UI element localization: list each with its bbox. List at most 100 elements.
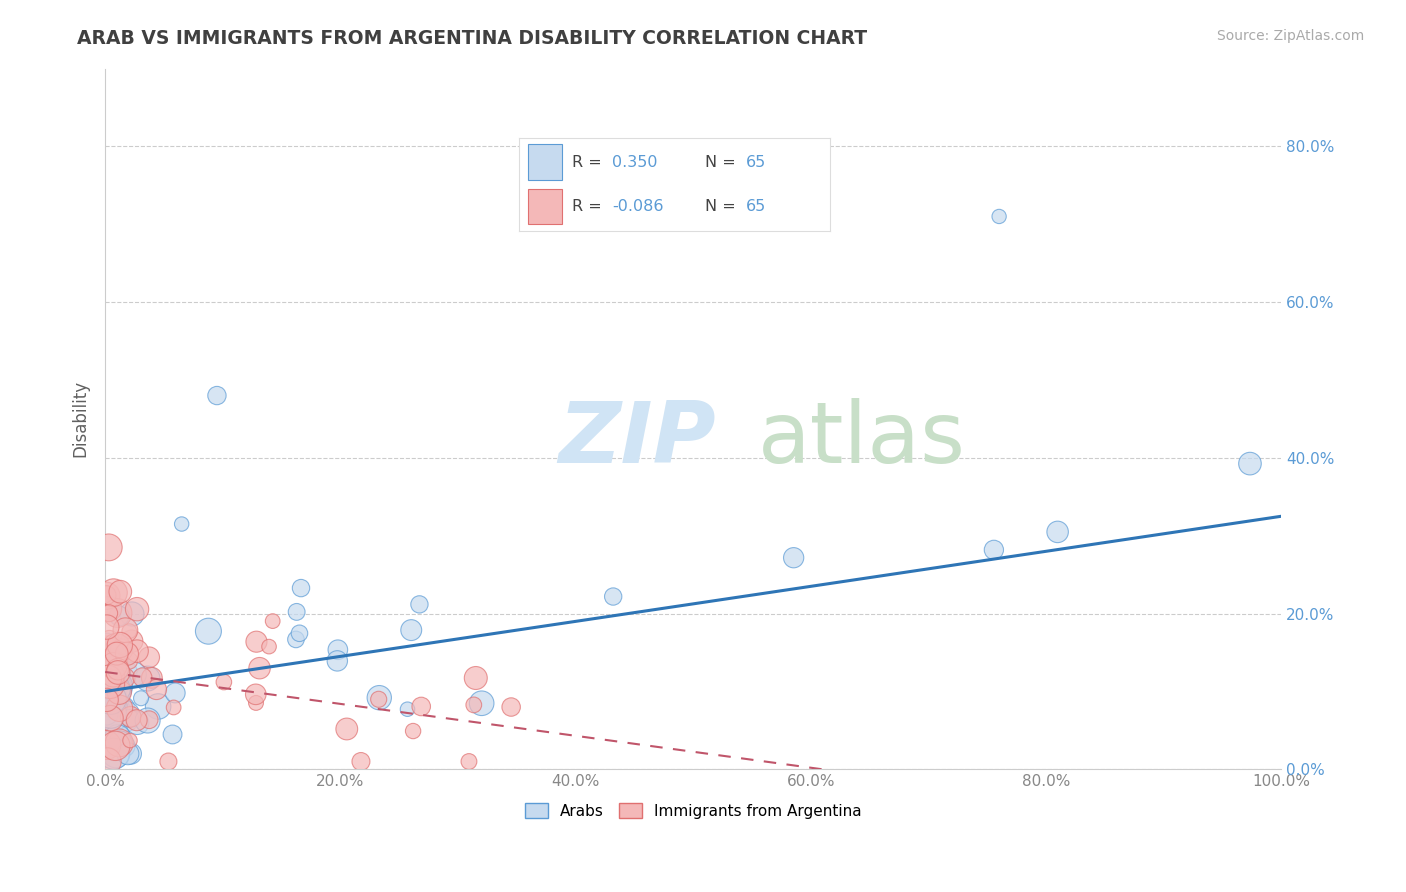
Point <box>118 711 141 725</box>
Point <box>104 747 127 761</box>
Point <box>110 584 132 599</box>
Point <box>103 585 125 599</box>
Point <box>326 654 349 668</box>
Point <box>108 685 131 699</box>
Point <box>97 672 120 686</box>
Point <box>118 654 141 668</box>
Point <box>399 623 422 637</box>
Point <box>96 706 118 721</box>
Point <box>129 691 152 706</box>
Point <box>114 709 136 723</box>
Point <box>782 550 804 565</box>
Point <box>411 699 433 714</box>
Point <box>146 699 169 714</box>
Point <box>602 590 624 604</box>
Point <box>103 747 125 761</box>
Point <box>162 727 184 741</box>
Point <box>367 692 389 706</box>
Point <box>100 711 122 725</box>
Point <box>458 755 481 769</box>
Point <box>100 721 122 735</box>
Text: Source: ZipAtlas.com: Source: ZipAtlas.com <box>1216 29 1364 43</box>
Point <box>98 647 121 661</box>
Point <box>108 736 131 750</box>
Point <box>96 640 118 654</box>
Point <box>107 665 129 680</box>
Point <box>138 650 160 665</box>
Point <box>101 668 124 682</box>
Point <box>98 633 121 648</box>
Point <box>107 606 129 620</box>
Point <box>368 690 391 705</box>
Point <box>290 581 312 595</box>
Point <box>118 733 141 747</box>
Point <box>463 698 485 712</box>
Point <box>121 634 143 648</box>
Point <box>408 598 430 612</box>
Point <box>336 722 359 736</box>
Point <box>141 671 163 685</box>
Point <box>98 699 121 714</box>
Point <box>96 693 118 707</box>
Point <box>96 620 118 634</box>
Point <box>98 702 121 716</box>
Point <box>98 606 121 620</box>
Point <box>103 658 125 673</box>
Text: N =: N = <box>706 199 741 214</box>
Point <box>262 614 284 628</box>
Point <box>288 626 311 640</box>
Point <box>396 702 419 716</box>
Point <box>98 677 121 691</box>
Point <box>105 647 128 661</box>
Point <box>127 716 149 731</box>
Point <box>120 710 142 724</box>
Point <box>249 661 271 675</box>
Legend: Arabs, Immigrants from Argentina: Arabs, Immigrants from Argentina <box>519 797 868 825</box>
Point <box>145 682 167 697</box>
Point <box>97 704 120 718</box>
Point <box>96 588 118 602</box>
Text: 0.350: 0.350 <box>612 154 658 169</box>
Point <box>108 679 131 693</box>
Point <box>107 673 129 688</box>
Point <box>1239 457 1261 471</box>
Text: R =: R = <box>572 199 606 214</box>
Point <box>285 605 308 619</box>
Point <box>108 735 131 749</box>
Point <box>120 747 142 761</box>
Text: R =: R = <box>572 154 606 169</box>
Point <box>97 541 120 555</box>
Point <box>127 644 149 658</box>
Point <box>101 696 124 710</box>
Point <box>245 696 267 710</box>
Point <box>110 643 132 657</box>
Point <box>105 662 128 676</box>
Point <box>402 724 425 739</box>
Point <box>501 700 523 714</box>
Point <box>110 702 132 716</box>
Point <box>105 682 128 697</box>
Point <box>464 671 486 685</box>
Point <box>103 657 125 672</box>
Point <box>163 700 186 714</box>
Point <box>108 638 131 652</box>
Point <box>103 709 125 723</box>
Point <box>98 601 121 615</box>
Point <box>114 624 136 638</box>
Point <box>96 589 118 603</box>
Point <box>205 388 228 402</box>
Point <box>245 634 267 648</box>
Point <box>983 542 1005 557</box>
Point <box>125 602 148 616</box>
Point <box>107 662 129 676</box>
Point <box>96 755 118 769</box>
Point <box>114 671 136 685</box>
Point <box>103 650 125 665</box>
Point <box>257 640 280 654</box>
Point <box>326 642 349 657</box>
Point <box>138 713 160 727</box>
Point <box>100 652 122 666</box>
Point <box>108 701 131 715</box>
Point <box>104 667 127 681</box>
Text: 65: 65 <box>745 199 766 214</box>
